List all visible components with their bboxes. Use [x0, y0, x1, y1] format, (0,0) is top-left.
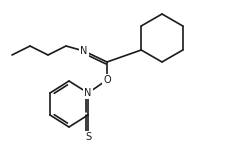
Text: S: S — [85, 132, 91, 142]
Text: N: N — [80, 46, 88, 56]
Text: O: O — [103, 75, 111, 85]
Text: N: N — [84, 88, 92, 98]
